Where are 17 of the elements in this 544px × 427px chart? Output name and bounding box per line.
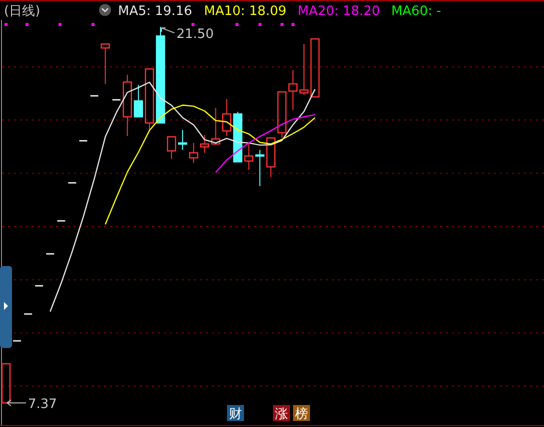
annotation: 21.50 bbox=[176, 26, 214, 42]
text: MA20: 18.20 bbox=[298, 4, 380, 19]
candlestick bbox=[255, 149, 264, 187]
candlestick bbox=[122, 74, 132, 137]
candlestick bbox=[244, 142, 254, 170]
annotation: 涨 bbox=[275, 407, 288, 422]
candlestick bbox=[200, 134, 210, 154]
chart-title: (日线) bbox=[4, 4, 40, 19]
text: MA10: 18.09 bbox=[204, 4, 286, 19]
legend-label: MA60: - bbox=[391, 4, 442, 19]
candlestick bbox=[222, 98, 232, 137]
annotation: 榜 bbox=[295, 407, 308, 422]
annotation: 7.37 bbox=[28, 396, 57, 412]
annotation: 财 bbox=[229, 407, 242, 422]
candlestick bbox=[288, 70, 298, 110]
candlestick bbox=[189, 142, 198, 164]
legend-label: MA5: 19.16 bbox=[118, 4, 192, 19]
